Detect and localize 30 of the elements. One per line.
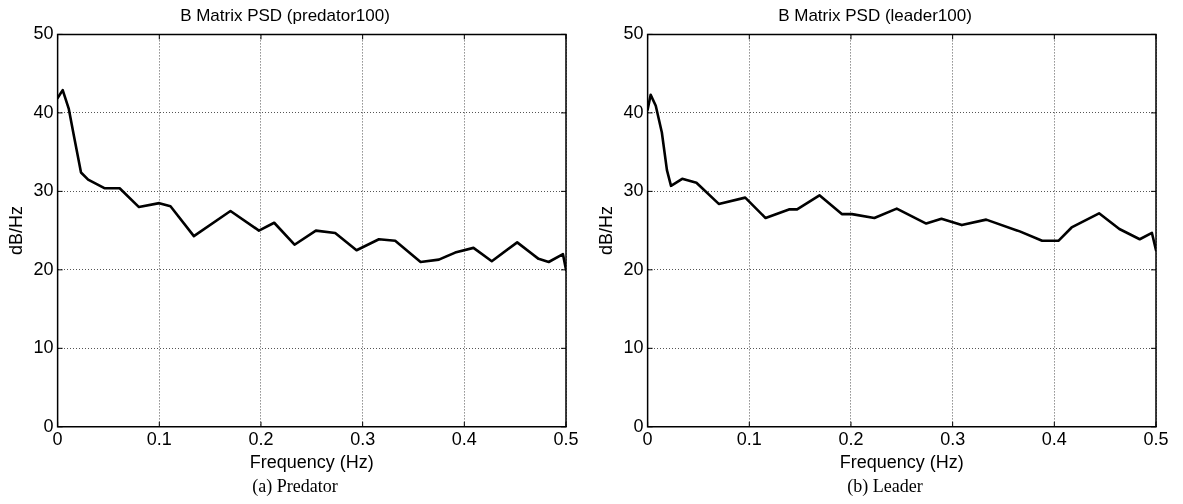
x-tick-label: 0.1 (736, 428, 762, 449)
x-axis-title: Frequency (Hz) (249, 452, 374, 473)
x-axis-title: Frequency (Hz) (839, 452, 964, 473)
y-tick-label: 0 (633, 415, 644, 436)
y-tick-label: 50 (33, 23, 54, 44)
y-tick-label: 50 (623, 23, 644, 44)
x-tick-label: 0.2 (248, 428, 274, 449)
y-tick-label: 20 (33, 258, 54, 279)
y-tick-label: 30 (623, 180, 644, 201)
chart-title: B Matrix PSD (leader100) (778, 5, 972, 25)
x-tick-label: 0.5 (1143, 428, 1169, 449)
x-tick-label: 0.3 (940, 428, 966, 449)
x-tick-label: 0.5 (553, 428, 579, 449)
y-tick-label: 20 (623, 258, 644, 279)
y-tick-label: 0 (43, 415, 54, 436)
x-tick-label: 0.2 (838, 428, 864, 449)
y-tick-label: 40 (623, 101, 644, 122)
x-tick-label: 0.1 (146, 428, 172, 449)
y-axis-title: dB/Hz (5, 206, 26, 256)
text: (a) Predator (251, 475, 339, 498)
x-tick-label: 0.4 (1041, 428, 1067, 449)
y-tick-label: 10 (33, 337, 54, 358)
x-tick-label: 0.3 (350, 428, 376, 449)
text: (b) Leader (846, 475, 924, 498)
y-tick-label: 30 (33, 180, 54, 201)
y-axis-title: dB/Hz (595, 206, 616, 256)
chart-title: B Matrix PSD (predator100) (180, 5, 390, 25)
y-tick-label: 40 (33, 101, 54, 122)
y-tick-label: 10 (623, 337, 644, 358)
x-tick-label: 0.4 (451, 428, 477, 449)
